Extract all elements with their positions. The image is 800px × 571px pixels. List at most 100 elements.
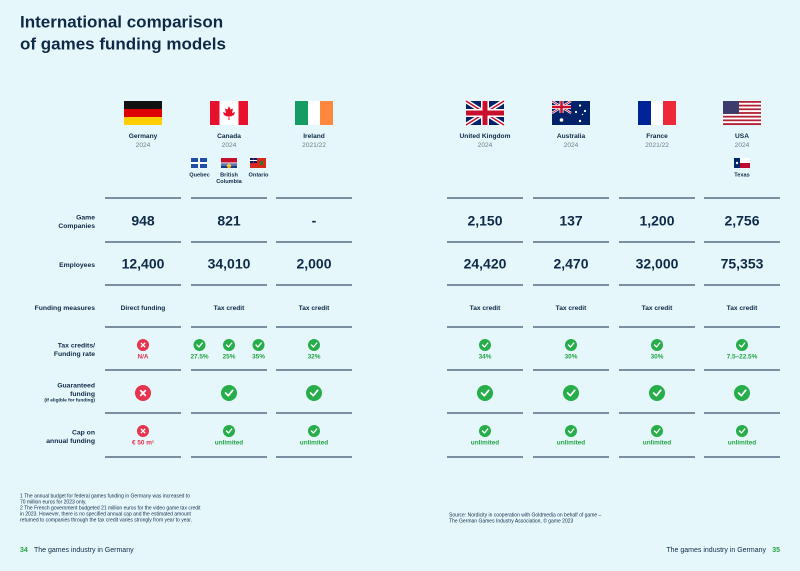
footnote: 2 The French government budgeted 21 mill… bbox=[20, 505, 201, 511]
employees: 2,470 bbox=[553, 256, 588, 272]
check-icon bbox=[565, 425, 577, 437]
cap-label: € 50 m¹ bbox=[132, 440, 154, 447]
cross-icon bbox=[137, 425, 149, 437]
stripe bbox=[723, 106, 761, 109]
country-year: 2024 bbox=[222, 142, 237, 149]
stripe bbox=[723, 119, 761, 122]
flag-france bbox=[638, 101, 676, 125]
country-name: Ireland bbox=[303, 133, 325, 140]
stripe bbox=[723, 108, 761, 111]
check-mark bbox=[738, 342, 746, 348]
icon-circle bbox=[565, 425, 577, 437]
check-mark bbox=[737, 389, 747, 397]
check-mark bbox=[653, 428, 661, 434]
check-mark bbox=[738, 428, 746, 434]
funding-measure: Tax credit bbox=[727, 305, 758, 312]
funding-rate: 25% bbox=[223, 354, 236, 361]
cap-label: unlimited bbox=[300, 440, 328, 447]
stripe bbox=[723, 104, 761, 107]
cross-mark bbox=[139, 389, 147, 397]
stripe bbox=[723, 112, 761, 114]
check-mark bbox=[653, 342, 661, 348]
cap-label: unlimited bbox=[215, 440, 243, 447]
country-name: Australia bbox=[557, 133, 586, 140]
source: The German Games Industry Association, ©… bbox=[449, 517, 574, 524]
employees: 12,400 bbox=[122, 256, 165, 272]
employees: 24,420 bbox=[464, 256, 507, 272]
row-label: Companies bbox=[58, 223, 95, 230]
cross-icon bbox=[135, 385, 151, 401]
country-name: Germany bbox=[129, 133, 158, 140]
check-mark bbox=[310, 428, 318, 434]
game-companies: - bbox=[312, 213, 317, 229]
icon-circle bbox=[651, 425, 663, 437]
icon-circle bbox=[221, 385, 237, 401]
row-label-note: (if eligible for funding) bbox=[44, 397, 95, 403]
check-icon bbox=[736, 339, 748, 351]
cross-mark bbox=[140, 428, 146, 434]
check-mark bbox=[225, 428, 233, 434]
cap-label: unlimited bbox=[557, 440, 585, 447]
country-name: France bbox=[646, 133, 668, 140]
country-year: 2021/22 bbox=[302, 142, 326, 149]
check-icon bbox=[477, 385, 493, 401]
check-icon bbox=[306, 385, 322, 401]
icon-circle bbox=[479, 339, 491, 351]
game-companies: 948 bbox=[131, 213, 155, 229]
check-mark bbox=[652, 389, 662, 397]
icon-circle bbox=[736, 339, 748, 351]
icon-circle bbox=[563, 385, 579, 401]
check-icon bbox=[252, 339, 265, 351]
flag-quebec bbox=[191, 158, 207, 168]
funding-measure: Tax credit bbox=[299, 305, 330, 312]
cross-icon bbox=[137, 339, 149, 351]
check-icon bbox=[479, 339, 491, 351]
check-icon bbox=[734, 385, 750, 401]
flag-united-kingdom bbox=[464, 99, 506, 127]
icon-circle bbox=[223, 339, 235, 351]
title-line: International comparison bbox=[20, 12, 223, 31]
check-mark bbox=[481, 428, 489, 434]
stripe bbox=[723, 101, 761, 103]
row-label: Game bbox=[76, 215, 95, 222]
stripe bbox=[723, 117, 761, 120]
country-name: USA bbox=[735, 133, 749, 140]
footer-text: The games industry in Germany bbox=[34, 547, 134, 554]
check-icon bbox=[479, 425, 491, 437]
country-year: 2024 bbox=[564, 142, 579, 149]
footnote: 70 million euros for 2023 only. bbox=[20, 499, 86, 505]
region-name: British bbox=[220, 172, 238, 178]
country-year: 2024 bbox=[478, 142, 493, 149]
country-name: United Kingdom bbox=[460, 133, 511, 140]
footer-text: The games industry in Germany bbox=[666, 547, 766, 554]
check-icon bbox=[563, 385, 579, 401]
funding-measure: Tax credit bbox=[642, 305, 673, 312]
cap-label: unlimited bbox=[728, 440, 756, 447]
check-mark bbox=[481, 342, 489, 348]
row-label: annual funding bbox=[46, 438, 95, 445]
flag-british-columbia bbox=[221, 158, 237, 169]
flag-ontario bbox=[250, 158, 266, 168]
region-name: Quebec bbox=[189, 172, 210, 178]
region-name: Texas bbox=[734, 172, 749, 178]
icon-circle bbox=[734, 385, 750, 401]
check-icon bbox=[651, 339, 663, 351]
employees: 34,010 bbox=[208, 256, 251, 272]
funding-rate: N/A bbox=[137, 354, 148, 361]
game-companies: 2,150 bbox=[467, 213, 502, 229]
check-icon bbox=[221, 385, 237, 401]
row-label: Funding rate bbox=[54, 351, 95, 358]
cap-label: unlimited bbox=[471, 440, 499, 447]
icon-circle bbox=[308, 425, 320, 437]
check-mark bbox=[480, 389, 490, 397]
check-icon bbox=[223, 425, 235, 437]
check-mark bbox=[196, 342, 203, 348]
funding-rate: 27.5% bbox=[190, 354, 208, 361]
check-icon bbox=[193, 339, 206, 351]
row-label: Funding measures bbox=[35, 305, 96, 312]
stripe bbox=[723, 110, 761, 113]
row-label: Tax credits/ bbox=[58, 343, 95, 350]
game-companies: 137 bbox=[559, 213, 583, 229]
stripe bbox=[723, 121, 761, 124]
